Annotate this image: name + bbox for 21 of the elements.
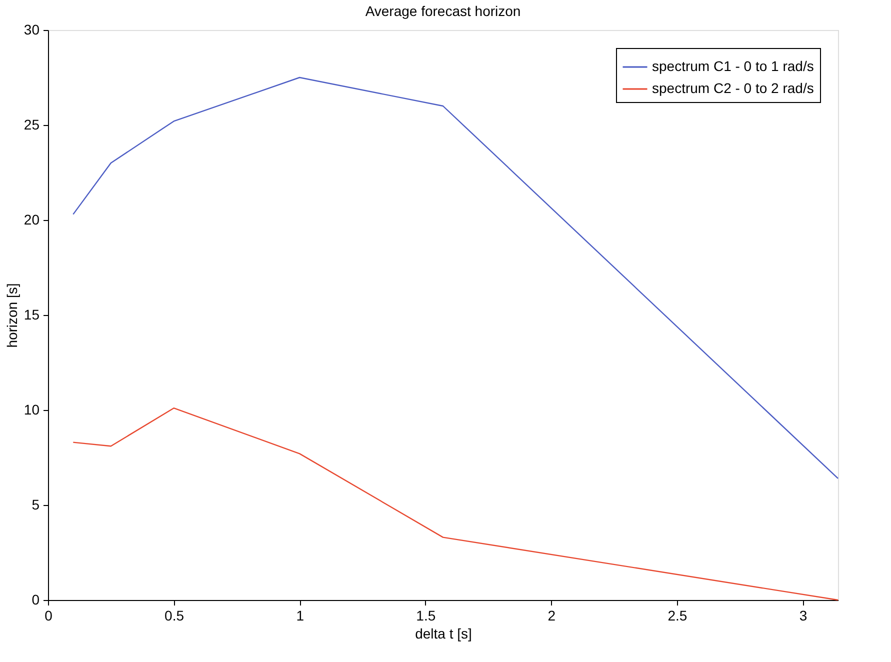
legend-label: spectrum C2 - 0 to 2 rad/s [652, 80, 814, 96]
legend-label: spectrum C1 - 0 to 1 rad/s [652, 58, 814, 74]
y-tick-label: 15 [24, 306, 40, 322]
x-tick-label: 0.5 [164, 608, 184, 624]
y-tick-label: 5 [32, 496, 40, 512]
x-tick-label: 3 [799, 608, 808, 624]
x-tick-label: 0 [44, 608, 53, 624]
chart-title: Average forecast horizon [365, 3, 521, 19]
x-tick-label: 2.5 [668, 608, 688, 624]
line-series [72, 408, 839, 601]
y-tick-label: 0 [32, 592, 40, 608]
y-tick-label: 30 [24, 22, 40, 38]
y-tick-label: 25 [24, 116, 40, 132]
y-tick-label: 20 [24, 212, 40, 228]
line-series [72, 76, 839, 479]
x-tick-label: 1.5 [416, 608, 436, 624]
x-tick-label: 2 [548, 608, 556, 624]
y-axis-title: horizon [s] [4, 283, 20, 348]
x-axis-title: delta t [s] [415, 626, 472, 642]
y-tick-label: 10 [24, 402, 40, 418]
x-tick-label: 1 [296, 608, 304, 624]
